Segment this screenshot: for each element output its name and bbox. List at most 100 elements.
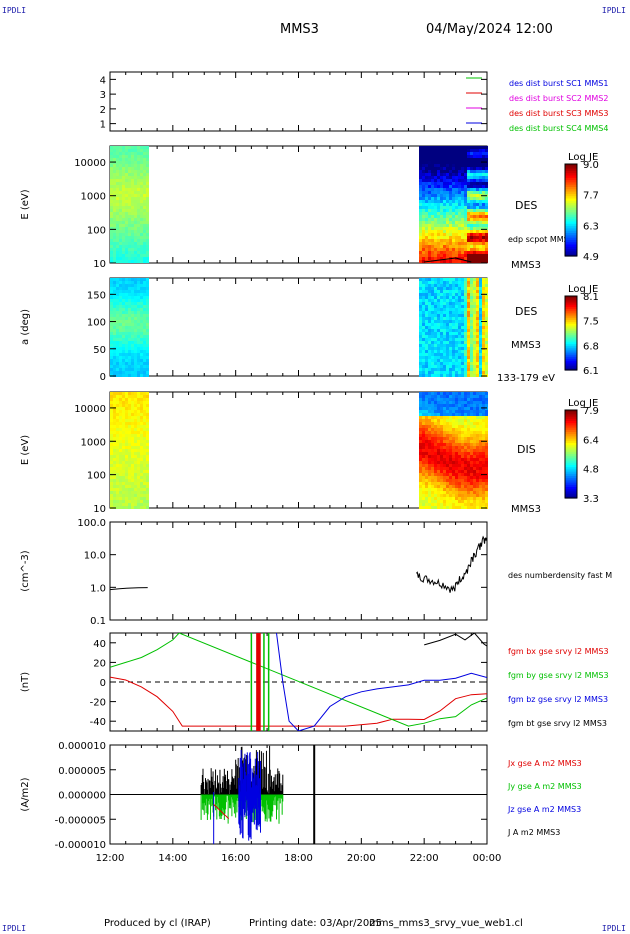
des-pitch-cell	[476, 332, 479, 335]
des-energy-cell	[461, 191, 464, 194]
des-energy-cell	[449, 242, 452, 245]
dis-energy-cell	[425, 464, 428, 467]
des-pitch-cell	[137, 371, 140, 374]
des-pitch-colorbar-segment	[565, 355, 577, 358]
des-energy-cell	[134, 164, 137, 167]
dis-energy-cell	[143, 392, 146, 395]
des-pitch-cell	[470, 305, 473, 308]
dis-energy-cell	[422, 500, 425, 503]
des-energy-cell	[425, 167, 428, 170]
dis-energy-cell	[128, 452, 131, 455]
dis-energy-cell	[425, 467, 428, 470]
des-pitch-cell	[455, 308, 458, 311]
des-pitch-cell	[479, 278, 482, 281]
des-energy-cell	[434, 209, 437, 212]
dis-energy-cell	[446, 482, 449, 485]
des-pitch-cell	[449, 371, 452, 374]
des-energy-cell	[440, 218, 443, 221]
des-pitch-cell	[425, 368, 428, 371]
des-energy-cell	[449, 254, 452, 257]
des-pitch-cell	[452, 278, 455, 281]
des-energy-cell	[425, 239, 428, 242]
dis-energy-cell	[482, 455, 485, 458]
dis-energy-cell	[485, 449, 488, 452]
des-energy-cell	[428, 188, 431, 191]
des-energy-cell	[467, 152, 470, 155]
des-pitch-cell	[485, 281, 488, 284]
des-pitch-cell	[440, 329, 443, 332]
dis-energy-cell	[470, 440, 473, 443]
dis-energy-cells	[110, 392, 488, 509]
dis-energy-cell	[473, 491, 476, 494]
dis-energy-cell	[461, 431, 464, 434]
des-pitch-cell	[446, 308, 449, 311]
des-energy-cell	[467, 254, 470, 257]
dis-energy-cell	[422, 488, 425, 491]
dis-energy-cell	[113, 491, 116, 494]
des-pitch-cell	[461, 371, 464, 374]
des-pitch-cell	[128, 314, 131, 317]
des-energy-cell	[428, 173, 431, 176]
dis-energy-cell	[425, 491, 428, 494]
des-energy-cell	[146, 149, 149, 152]
dis-energy-cell	[428, 422, 431, 425]
des-energy-cell	[146, 194, 149, 197]
des-energy-cell	[440, 248, 443, 251]
des-pitch-cell	[122, 341, 125, 344]
des-energy-cell	[473, 254, 476, 257]
des-energy-cell	[113, 197, 116, 200]
des-energy-cell	[449, 152, 452, 155]
des-energy-cell	[422, 254, 425, 257]
des-energy-cell	[140, 224, 143, 227]
des-energy-cell	[128, 161, 131, 164]
dis-energy-cell	[443, 446, 446, 449]
des-pitch-cell	[452, 299, 455, 302]
dis-energy-colorbar-segment	[565, 493, 577, 497]
des-energy-cell	[110, 152, 113, 155]
des-pitch-cell	[113, 317, 116, 320]
des-pitch-cell	[125, 320, 128, 323]
des-pitch-cell	[482, 281, 485, 284]
dis-energy-cell	[134, 458, 137, 461]
des-energy-cell	[461, 206, 464, 209]
des-energy-cell	[443, 188, 446, 191]
dis-energy-cell	[440, 461, 443, 464]
density-legend-label: des numberdensity fast M	[508, 571, 612, 580]
des-energy-cell	[452, 152, 455, 155]
des-pitch-cell	[425, 365, 428, 368]
des-pitch-cell	[134, 278, 137, 281]
des-energy-cell	[137, 146, 140, 149]
dis-energy-cell	[422, 467, 425, 470]
des-energy-cell	[146, 179, 149, 182]
dis-energy-cell	[134, 455, 137, 458]
des-energy-colorbar-segment	[565, 235, 577, 239]
dis-energy-cell	[422, 458, 425, 461]
dis-energy-cell	[473, 425, 476, 428]
des-energy-cell	[467, 200, 470, 203]
dis-energy-cell	[425, 476, 428, 479]
dis-energy-cell	[146, 464, 149, 467]
des-pitch-cell	[461, 314, 464, 317]
dis-energy-cell	[140, 476, 143, 479]
dis-energy-cell	[419, 440, 422, 443]
des-pitch-cell	[434, 338, 437, 341]
des-energy-cell	[470, 185, 473, 188]
des-pitch-cell	[446, 281, 449, 284]
des-energy-cell	[110, 236, 113, 239]
dis-energy-cell	[482, 491, 485, 494]
des-pitch-cell	[434, 302, 437, 305]
des-pitch-cell	[470, 317, 473, 320]
des-pitch-cell	[476, 353, 479, 356]
dis-energy-cell	[119, 419, 122, 422]
des-energy-cell	[131, 230, 134, 233]
dis-energy-cell	[143, 395, 146, 398]
fgm-ytick-label: -40	[90, 717, 106, 728]
des-energy-cell	[440, 203, 443, 206]
dis-energy-cell	[113, 458, 116, 461]
des-pitch-cell	[452, 284, 455, 287]
des-energy-cell	[146, 221, 149, 224]
des-pitch-cell	[476, 296, 479, 299]
dis-energy-cell	[431, 425, 434, 428]
dis-energy-cell	[113, 476, 116, 479]
dis-energy-cell	[134, 500, 137, 503]
